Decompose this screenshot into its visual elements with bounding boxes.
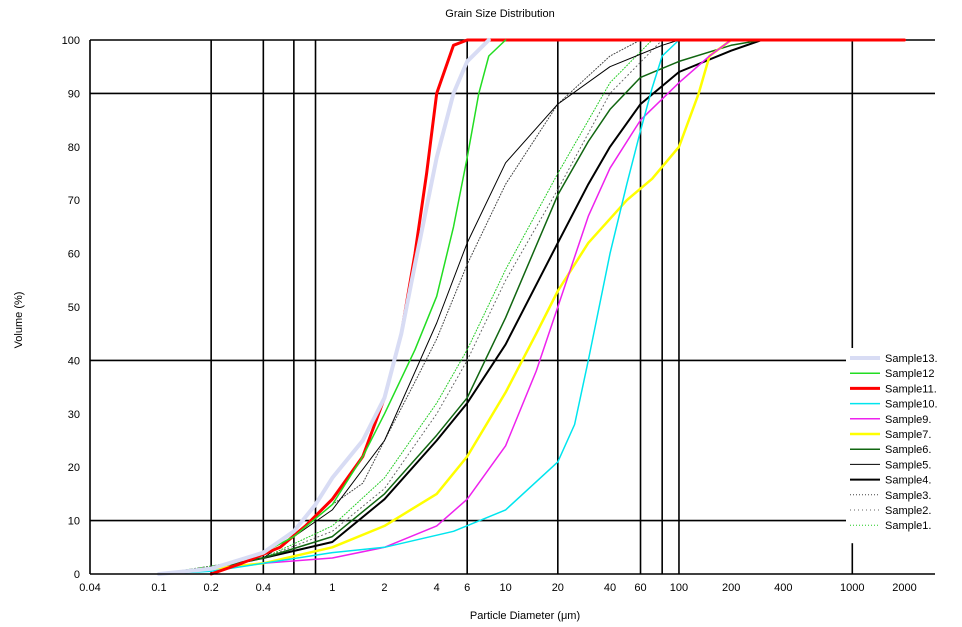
legend-label: Sample13. bbox=[885, 353, 938, 365]
x-tick-label: 2000 bbox=[892, 582, 916, 594]
legend-label: Sample5. bbox=[885, 459, 931, 471]
x-tick-label: 0.04 bbox=[79, 582, 100, 594]
legend-label: Sample11. bbox=[885, 383, 937, 395]
x-axis-label: Particle Diameter (μm) bbox=[470, 610, 580, 622]
legend-label: Sample9. bbox=[885, 414, 931, 426]
x-tick-label: 400 bbox=[774, 582, 792, 594]
x-tick-label: 0.1 bbox=[151, 582, 166, 594]
series-line-sample3 bbox=[158, 39, 641, 575]
series-line-sample10 bbox=[158, 39, 680, 575]
x-tick-label: 4 bbox=[434, 582, 440, 594]
y-tick-label: 0 bbox=[74, 569, 80, 581]
tick-labels: 0 10 20 30 40 50 60 70 80 90 100 0.04 0.1 0.2 0.4 1 2 4 6 1… bbox=[62, 35, 917, 594]
legend-box bbox=[846, 348, 958, 544]
series-line-sample1 bbox=[158, 39, 653, 575]
legend-label: Sample12 bbox=[885, 368, 935, 380]
y-tick-label: 50 bbox=[68, 302, 80, 314]
y-tick-label: 100 bbox=[62, 35, 80, 47]
x-tick-label: 100 bbox=[670, 582, 688, 594]
legend-label: Sample4. bbox=[885, 475, 931, 487]
y-tick-label: 30 bbox=[68, 409, 80, 421]
x-tick-label: 60 bbox=[634, 582, 646, 594]
x-tick-label: 10 bbox=[500, 582, 512, 594]
series-line-sample7 bbox=[157, 38, 733, 576]
legend-label: Sample7. bbox=[885, 429, 931, 441]
series-lines bbox=[157, 38, 906, 576]
series-line-sample2 bbox=[158, 39, 663, 575]
x-tick-label: 20 bbox=[552, 582, 564, 594]
x-tick-label: 0.2 bbox=[204, 582, 219, 594]
x-tick-label: 1 bbox=[329, 582, 335, 594]
series-line-sample9 bbox=[262, 39, 732, 565]
x-tick-label: 2 bbox=[381, 582, 387, 594]
legend-label: Sample10. bbox=[885, 399, 938, 411]
y-axis-label: Volume (%) bbox=[13, 292, 25, 349]
legend-label: Sample1. bbox=[885, 520, 931, 532]
series-line-sample6 bbox=[158, 39, 763, 575]
series-line-sample13 bbox=[157, 38, 491, 576]
series-line-sample5 bbox=[158, 39, 680, 575]
y-tick-label: 10 bbox=[68, 516, 80, 528]
series-line-sample4 bbox=[158, 39, 763, 575]
x-tick-label: 6 bbox=[464, 582, 470, 594]
legend-label: Sample3. bbox=[885, 490, 931, 502]
axes bbox=[89, 40, 935, 575]
x-tick-label: 1000 bbox=[840, 582, 864, 594]
x-tick-label: 40 bbox=[604, 582, 616, 594]
legend-label: Sample6. bbox=[885, 444, 931, 456]
legend-label: Sample2. bbox=[885, 505, 931, 517]
x-tick-label: 200 bbox=[722, 582, 740, 594]
chart-title: Grain Size Distribution bbox=[445, 8, 554, 20]
x-tick-label: 0.4 bbox=[256, 582, 271, 594]
y-tick-label: 70 bbox=[68, 195, 80, 207]
y-tick-label: 90 bbox=[68, 88, 80, 100]
legend: Sample13. Sample12 Sample11. Sample10. Sampl… bbox=[846, 348, 958, 544]
y-tick-label: 40 bbox=[68, 355, 80, 367]
y-tick-label: 20 bbox=[68, 462, 80, 474]
y-tick-label: 60 bbox=[68, 249, 80, 261]
gridlines bbox=[90, 39, 935, 574]
y-tick-label: 80 bbox=[68, 142, 80, 154]
